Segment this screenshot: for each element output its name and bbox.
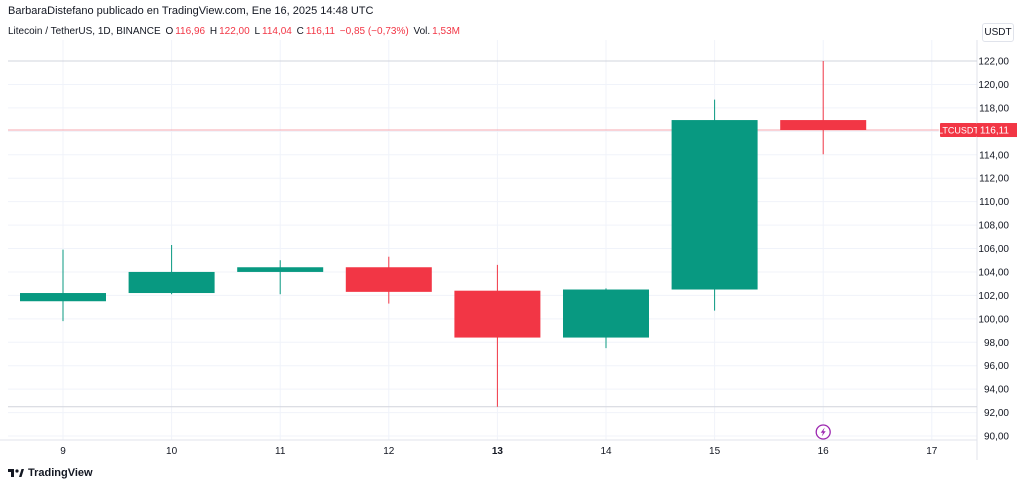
y-tick-label: 102,00 bbox=[978, 291, 1009, 302]
y-tick-label: 106,00 bbox=[978, 244, 1009, 255]
candles[interactable] bbox=[20, 61, 867, 407]
y-tick-label: 112,00 bbox=[979, 174, 1009, 185]
volume-label: Vol. bbox=[413, 26, 431, 37]
high-label: H bbox=[209, 26, 218, 37]
high-value: 122,00 bbox=[219, 26, 250, 37]
y-tick-label: 122,00 bbox=[978, 57, 1009, 68]
publish-info: BarbaraDistefano publicado en TradingVie… bbox=[8, 5, 374, 17]
y-tick-label: 120,00 bbox=[978, 80, 1009, 91]
last-price-symbol-box bbox=[940, 123, 977, 138]
candle-11[interactable] bbox=[237, 260, 324, 295]
candle-body[interactable] bbox=[20, 293, 106, 302]
candle-body[interactable] bbox=[563, 289, 649, 338]
last-price-symbol: LTCUSDT bbox=[938, 126, 979, 136]
y-tick-label: 100,00 bbox=[978, 314, 1009, 325]
y-tick-label: 94,00 bbox=[984, 385, 1009, 396]
y-tick-label: 110,00 bbox=[979, 197, 1009, 208]
reference-lines bbox=[8, 60, 977, 408]
candle-12[interactable] bbox=[345, 256, 432, 304]
candle-body[interactable] bbox=[671, 120, 758, 290]
x-tick-label: 14 bbox=[600, 446, 612, 457]
candle-16[interactable] bbox=[780, 61, 867, 155]
lightning-bolt bbox=[820, 427, 826, 437]
x-tick-label: 17 bbox=[926, 446, 938, 457]
candle-body[interactable] bbox=[128, 271, 215, 294]
last-price-value-box bbox=[977, 123, 1017, 138]
candle-body[interactable] bbox=[237, 267, 324, 272]
last-price-value: 116,11 bbox=[980, 126, 1010, 137]
candle-body[interactable] bbox=[780, 120, 867, 131]
candle-9[interactable] bbox=[20, 249, 106, 322]
currency-unit-button[interactable]: USDT bbox=[982, 23, 1014, 42]
change-value: −0,85 (−0,73%) bbox=[339, 26, 409, 37]
lightning-icon[interactable] bbox=[815, 424, 831, 440]
candlestick-chart[interactable]: 122,00120,00118,00116,00114,00112,00110,… bbox=[0, 40, 1024, 460]
candle-13[interactable] bbox=[454, 264, 541, 407]
chart-legend: Litecoin / TetherUS, 1D, BINANCE O 116,96… bbox=[8, 26, 462, 37]
brand-name: TradingView bbox=[28, 467, 93, 479]
close-label: C bbox=[296, 26, 304, 37]
low-label: L bbox=[254, 26, 261, 37]
y-tick-label: 114,00 bbox=[979, 150, 1009, 161]
price-axis[interactable]: 122,00120,00118,00116,00114,00112,00110,… bbox=[978, 57, 1009, 443]
x-tick-label: 13 bbox=[492, 446, 504, 457]
y-tick-label: 98,00 bbox=[984, 338, 1009, 349]
x-tick-label: 10 bbox=[166, 446, 178, 457]
last-price-tag: LTCUSDT 116,11 bbox=[938, 123, 1017, 138]
candle-15[interactable] bbox=[671, 99, 758, 311]
event-marker[interactable] bbox=[815, 424, 831, 440]
candle-14[interactable] bbox=[563, 288, 649, 349]
y-tick-label: 118,00 bbox=[979, 103, 1009, 114]
y-tick-label: 92,00 bbox=[984, 408, 1009, 419]
candle-body[interactable] bbox=[345, 267, 432, 292]
y-tick-label: 96,00 bbox=[984, 361, 1009, 372]
tradingview-logo-icon bbox=[8, 469, 24, 477]
open-value: 116,96 bbox=[175, 26, 206, 37]
x-tick-label: 16 bbox=[818, 446, 830, 457]
low-value: 114,04 bbox=[262, 26, 292, 37]
open-label: O bbox=[165, 26, 174, 37]
candle-body[interactable] bbox=[454, 290, 541, 338]
x-tick-label: 11 bbox=[275, 446, 286, 457]
candle-10[interactable] bbox=[128, 244, 215, 295]
x-tick-label: 15 bbox=[709, 446, 721, 457]
symbol-label[interactable]: Litecoin / TetherUS, 1D, BINANCE bbox=[8, 26, 161, 37]
volume-value: 1,53M bbox=[432, 26, 460, 37]
close-value: 116,11 bbox=[305, 26, 335, 37]
y-tick-label: 90,00 bbox=[984, 432, 1009, 443]
x-tick-label: 12 bbox=[383, 446, 395, 457]
y-tick-label: 104,00 bbox=[978, 267, 1009, 278]
time-axis[interactable]: 9 10 11 12 13 14 15 16 17 bbox=[60, 446, 938, 457]
tradingview-logo[interactable]: TradingView bbox=[8, 467, 93, 479]
x-tick-label: 9 bbox=[60, 446, 66, 457]
grid-lines bbox=[0, 40, 978, 460]
y-tick-label: 108,00 bbox=[978, 221, 1009, 232]
